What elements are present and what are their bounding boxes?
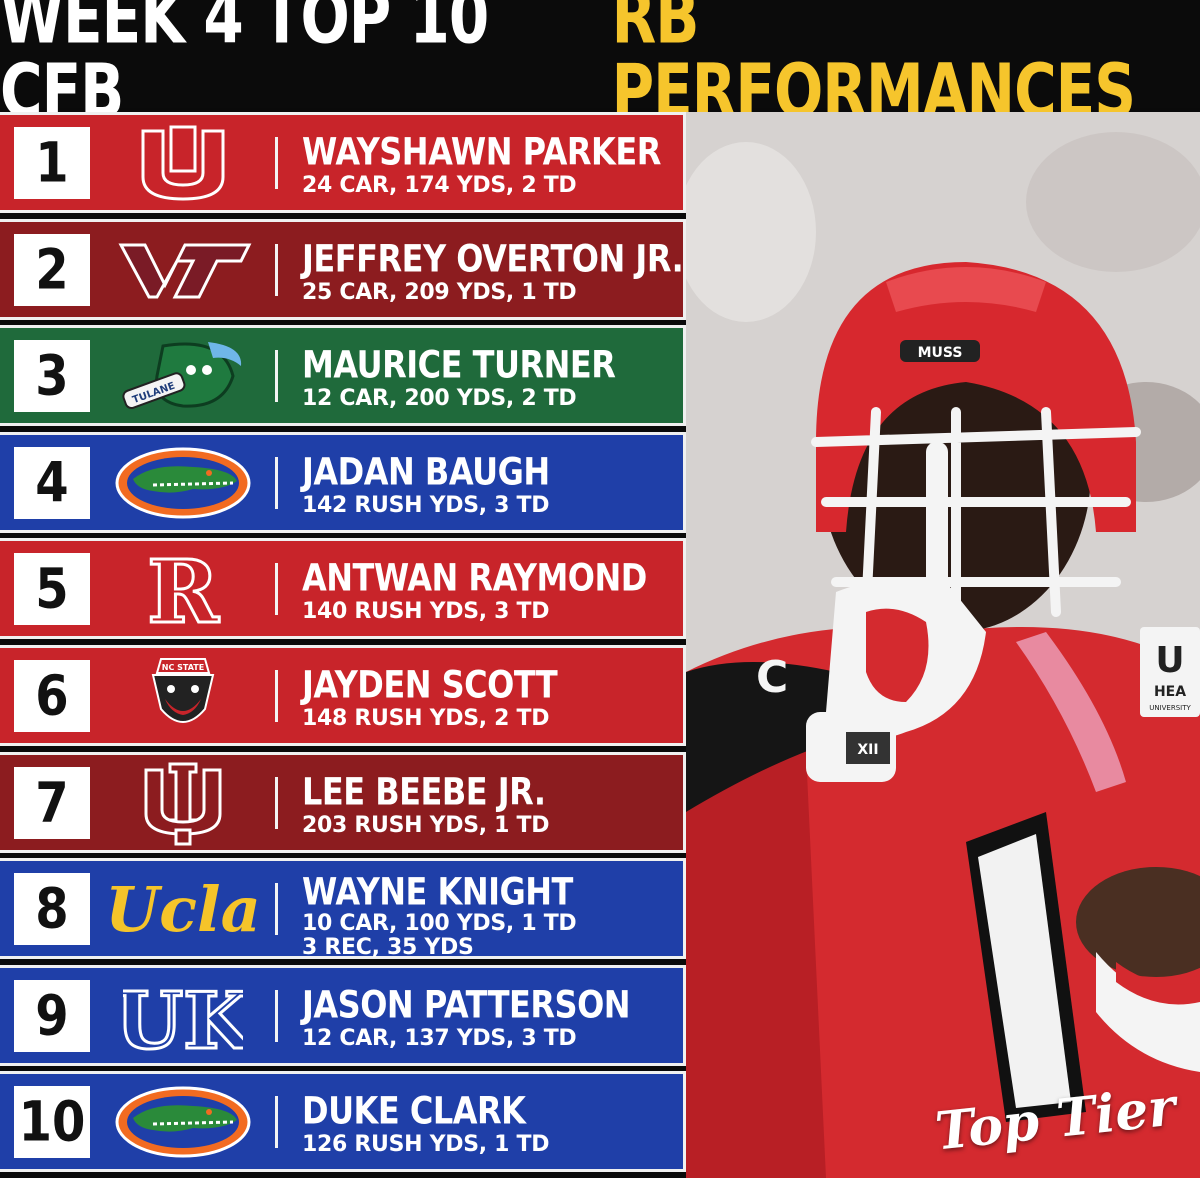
svg-text:UK: UK bbox=[123, 976, 243, 1058]
row-divider bbox=[275, 350, 278, 403]
side-badge-letter: U bbox=[1155, 640, 1184, 681]
ranking-row-6: 6 NC STATE JAYDEN SCOTT 148 RUSH YDS, 2 TD bbox=[0, 645, 686, 746]
ranking-row-1: 1 WAYSHAWN PARKER 24 CAR, 174 YDS, 2 TD bbox=[0, 112, 686, 213]
helmet-decal-text: MUSS bbox=[918, 345, 963, 361]
svg-text:R: R bbox=[147, 548, 219, 630]
row-divider bbox=[275, 989, 278, 1042]
virginia-tech-logo bbox=[104, 230, 262, 310]
row-divider bbox=[275, 883, 278, 936]
player-stats-line-2: 3 REC, 35 YDS bbox=[302, 935, 474, 961]
title-part-2: RB PERFORMANCES bbox=[611, 0, 1136, 135]
player-name: MAURICE TURNER bbox=[302, 342, 616, 388]
rank-number-box: 4 bbox=[14, 446, 90, 519]
row-divider bbox=[275, 1096, 278, 1149]
conference-patch: XII bbox=[857, 742, 878, 758]
ranking-row-7: 7 LEE BEEBE JR. 203 RUSH YDS, 1 TD bbox=[0, 751, 686, 853]
rank-number: 7 bbox=[35, 770, 69, 835]
ranking-row-10: 10 DUKE CLARK 126 RUSH YDS, 1 TD bbox=[0, 1071, 686, 1173]
utah-logo bbox=[104, 123, 262, 203]
player-name: JASON PATTERSON bbox=[302, 981, 631, 1027]
rank-number-box: 6 bbox=[14, 660, 90, 732]
rank-number: 4 bbox=[35, 450, 69, 515]
player-name: WAYSHAWN PARKER bbox=[302, 129, 661, 174]
player-stats: 24 CAR, 174 YDS, 2 TD bbox=[302, 173, 577, 198]
ranking-row-4: 4 JADAN BAUGH 142 RUSH YDS, 3 TD bbox=[0, 431, 686, 533]
row-divider bbox=[275, 243, 278, 296]
rank-number: 5 bbox=[35, 557, 69, 622]
row-divider bbox=[275, 456, 278, 509]
side-badge-text: HEA bbox=[1154, 684, 1186, 700]
rank-number-box: 9 bbox=[14, 979, 90, 1052]
player-stats: 12 CAR, 200 YDS, 2 TD bbox=[302, 386, 577, 412]
svg-text:NC STATE: NC STATE bbox=[162, 663, 204, 672]
player-stats: 140 RUSH YDS, 3 TD bbox=[302, 599, 550, 625]
rank-number: 8 bbox=[35, 876, 69, 942]
player-stats: 203 RUSH YDS, 1 TD bbox=[302, 812, 550, 838]
player-name: JADAN BAUGH bbox=[302, 448, 550, 494]
rank-number: 6 bbox=[35, 663, 69, 729]
rank-number-box: 10 bbox=[14, 1086, 90, 1159]
rank-number: 3 bbox=[35, 343, 69, 409]
rank-number-box: 7 bbox=[14, 766, 90, 839]
player-name: JEFFREY OVERTON JR. bbox=[302, 235, 684, 281]
player-stats: 12 CAR, 137 YDS, 3 TD bbox=[302, 1025, 577, 1051]
rank-number-box: 3 bbox=[14, 340, 90, 413]
tulane-logo: TULANE bbox=[104, 336, 262, 416]
ranking-row-3: 3 TULANE MAURICE TURNER 12 CAR, 200 YDS, 2 … bbox=[0, 325, 686, 427]
row-divider bbox=[275, 670, 278, 722]
indiana-logo bbox=[104, 762, 262, 846]
player-photo: MUSS U HEA UNIVERSITY C XII 1 Top Tier bbox=[686, 112, 1200, 1178]
ucla-logo: Ucla bbox=[104, 869, 262, 949]
player-name: JAYDEN SCOTT bbox=[302, 662, 558, 707]
kentucky-logo: UK bbox=[104, 974, 262, 1058]
rutgers-logo: R bbox=[104, 548, 262, 630]
player-stats: 126 RUSH YDS, 1 TD bbox=[302, 1132, 550, 1158]
player-name: DUKE CLARK bbox=[302, 1088, 526, 1134]
ranking-row-5: 5 R ANTWAN RAYMOND 140 RUSH YDS, 3 TD bbox=[0, 538, 686, 640]
florida-gator-logo bbox=[104, 443, 262, 523]
player-stats: 148 RUSH YDS, 2 TD bbox=[302, 706, 550, 731]
row-divider bbox=[275, 137, 278, 189]
ranking-row-2: 2 JEFFREY OVERTON JR. 25 CAR, 209 YDS, 1 T… bbox=[0, 218, 686, 320]
title-part-1: WEEK 4 TOP 10 CFB bbox=[0, 0, 489, 135]
ranking-row-8: 8 Ucla WAYNE KNIGHT 10 CAR, 100 YDS, 1 TD 3 … bbox=[0, 858, 686, 961]
row-divider bbox=[275, 563, 278, 616]
player-name: WAYNE KNIGHT bbox=[302, 869, 573, 915]
player-name: ANTWAN RAYMOND bbox=[302, 555, 647, 601]
nc-state-wolf-logo: NC STATE bbox=[104, 656, 262, 736]
player-stats: 10 CAR, 100 YDS, 1 TD bbox=[302, 911, 577, 937]
player-stats: 25 CAR, 209 YDS, 1 TD bbox=[302, 279, 577, 305]
rankings-list: 1 WAYSHAWN PARKER 24 CAR, 174 YDS, 2 TD 2 JE… bbox=[0, 112, 686, 1178]
ranking-row-9: 9 UK JASON PATTERSON 12 CAR, 137 YDS, 3 TD bbox=[0, 964, 686, 1066]
player-name: LEE BEEBE JR. bbox=[302, 768, 546, 814]
title-banner: WEEK 4 TOP 10 CFB RB PERFORMANCES bbox=[0, 0, 1200, 128]
rank-number: 2 bbox=[35, 237, 69, 302]
side-badge-subtext: UNIVERSITY bbox=[1149, 704, 1191, 712]
florida-gator-logo bbox=[104, 1082, 262, 1162]
svg-text:Ucla: Ucla bbox=[108, 873, 258, 946]
row-divider bbox=[275, 776, 278, 829]
rank-number-box: 2 bbox=[14, 233, 90, 306]
rank-number: 1 bbox=[35, 130, 69, 196]
rank-number: 9 bbox=[35, 983, 69, 1048]
player-stats: 142 RUSH YDS, 3 TD bbox=[302, 492, 550, 518]
rank-number: 10 bbox=[18, 1090, 86, 1155]
rank-number-box: 8 bbox=[14, 873, 90, 946]
rank-number-box: 5 bbox=[14, 553, 90, 626]
rank-number-box: 1 bbox=[14, 127, 90, 199]
captain-c-patch: C bbox=[756, 652, 788, 703]
